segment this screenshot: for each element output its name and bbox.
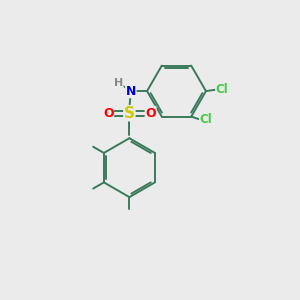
Text: O: O [145, 107, 156, 120]
Text: N: N [126, 85, 136, 98]
Text: Cl: Cl [216, 83, 229, 96]
Text: Cl: Cl [200, 113, 212, 126]
Text: O: O [103, 107, 113, 120]
Text: H: H [114, 78, 123, 88]
Text: S: S [124, 106, 135, 121]
